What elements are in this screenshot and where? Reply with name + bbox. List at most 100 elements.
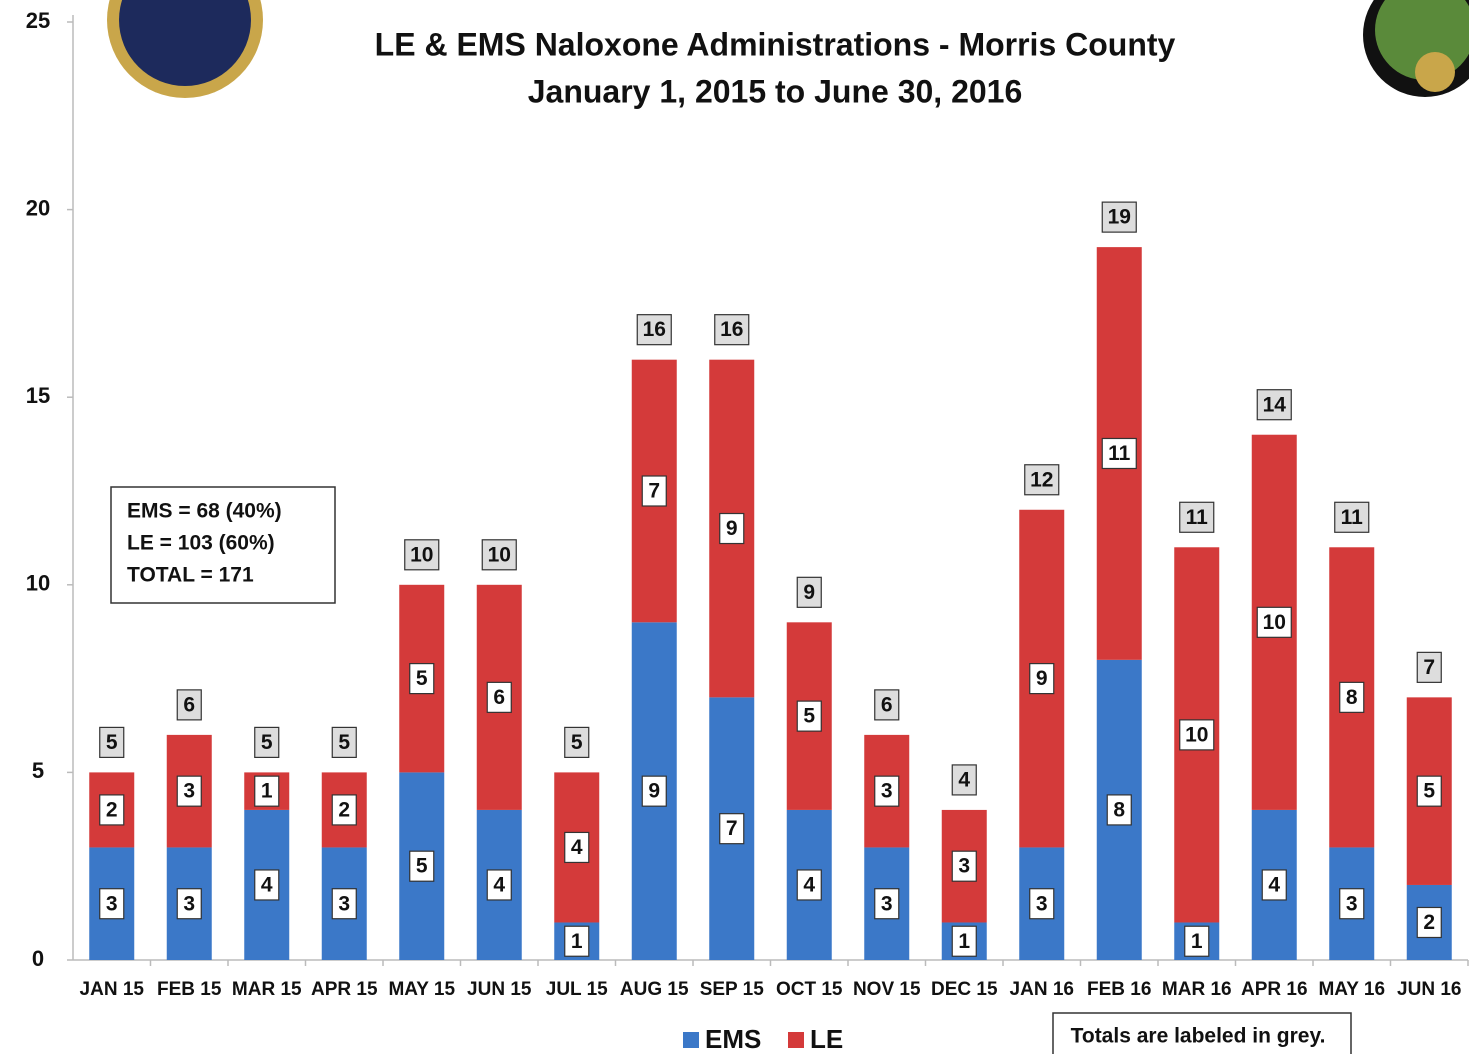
value-label: 4 [1268,874,1280,897]
y-tick-label: 20 [26,195,50,220]
value-label: 3 [958,855,970,878]
x-tick-label: JUN 16 [1397,979,1461,1000]
total-label-box [636,314,672,346]
summary-line: TOTAL = 171 [127,564,254,587]
value-label-box [1416,906,1442,939]
value-label-box [564,925,590,957]
value-label-box [719,512,745,545]
total-label-box [404,539,440,571]
value-label: 5 [803,705,815,728]
summary-line: EMS = 68 (40%) [127,500,282,523]
value-label: 3 [183,780,195,803]
x-tick-label: APR 16 [1241,979,1308,1000]
value-label-box [99,888,125,920]
x-tick-label: APR 15 [311,979,378,1000]
value-label: 1 [261,780,273,803]
value-label: 3 [881,892,893,915]
value-label-box [719,813,745,845]
total-label: 5 [338,731,350,754]
value-label-box [409,850,435,882]
value-label-box [331,794,357,826]
total-label-box [714,314,750,346]
x-tick-label: SEP 15 [700,979,765,1000]
value-label: 8 [1346,686,1358,709]
value-label: 2 [338,798,350,821]
value-label-box [254,775,280,807]
value-label: 1 [571,930,583,953]
chart-subtitle: January 1, 2015 to June 30, 2016 [528,73,1023,109]
value-label-box [409,662,435,695]
total-label: 12 [1030,468,1053,491]
total-label: 11 [1341,506,1364,529]
value-label-box [1184,925,1210,957]
value-label-box [796,869,822,901]
value-label-box [1256,606,1292,638]
note-box [1052,1012,1352,1054]
value-label-box [99,794,125,826]
value-label-box [176,888,202,920]
value-label: 1 [958,930,970,953]
total-label: 4 [958,768,970,791]
value-label: 6 [493,686,505,709]
total-label-box [874,689,900,721]
value-label-box [1339,888,1365,920]
x-tick-label: AUG 15 [620,979,689,1000]
value-label-box [1416,775,1442,807]
value-label: 3 [338,892,350,915]
total-label-box [1334,501,1370,533]
total-label-box [254,726,280,759]
value-label: 1 [1191,930,1203,953]
value-label-box [1261,869,1287,901]
summary-line: LE = 103 (60%) [127,532,275,555]
value-label: 4 [493,874,505,897]
value-label: 5 [416,855,428,878]
value-label-box [1029,662,1055,695]
value-label-box [1106,794,1132,826]
total-label: 16 [643,318,666,341]
value-label: 3 [881,780,893,803]
total-label: 5 [261,731,273,754]
value-label: 9 [1036,667,1048,690]
value-label-box [254,869,280,901]
value-label: 10 [1263,611,1286,634]
total-label-box [1024,464,1060,496]
total-label: 6 [183,693,195,716]
y-tick-label: 5 [32,758,44,783]
total-label: 11 [1186,506,1209,529]
total-label-box [331,726,357,759]
value-label: 8 [1113,798,1125,821]
logo-right [1363,0,1469,97]
x-tick-label: JAN 15 [80,979,145,1000]
value-label: 4 [803,874,815,897]
value-label-box [1179,719,1215,751]
total-label: 19 [1108,206,1131,229]
total-label-box [564,726,590,759]
value-label: 2 [106,798,118,821]
x-tick-label: JAN 16 [1010,979,1074,1000]
x-tick-label: OCT 15 [776,979,843,1000]
value-label: 3 [1346,892,1358,915]
y-tick-label: 0 [32,946,44,971]
x-tick-label: MAY 15 [388,979,455,1000]
y-tick-label: 10 [26,571,50,596]
value-label-box [641,775,667,807]
value-label: 7 [648,480,660,503]
total-label: 14 [1263,393,1287,416]
summary-box [110,486,336,604]
value-label: 5 [416,667,428,690]
value-label-box [1029,888,1055,920]
total-label: 5 [106,731,118,754]
value-label-box [951,850,977,882]
total-label-box [1256,389,1292,421]
value-label-box [874,775,900,807]
value-label: 4 [261,874,273,897]
value-label: 5 [1423,780,1435,803]
total-label-box [951,764,977,796]
x-tick-label: DEC 15 [931,979,998,1000]
legend-swatch [683,1032,699,1048]
total-label: 7 [1423,656,1435,679]
x-tick-label: JUN 15 [467,979,532,1000]
logo-left [107,0,263,98]
